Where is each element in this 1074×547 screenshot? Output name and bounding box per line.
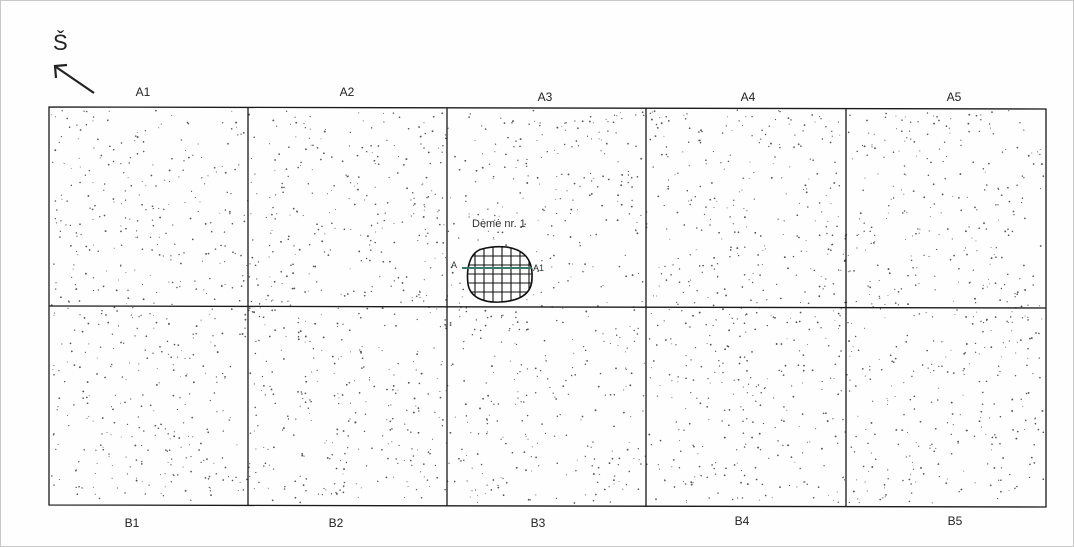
column-label-a5: A5 xyxy=(946,90,962,104)
deme-label: Dėmė nr. 1 xyxy=(472,218,526,230)
column-label-a4: A4 xyxy=(740,90,756,104)
column-label-a3: A3 xyxy=(537,90,553,104)
mid-line xyxy=(48,305,1047,309)
column-label-b4: B4 xyxy=(734,514,750,528)
north-label: Š xyxy=(53,30,68,55)
column-label-a2: A2 xyxy=(339,85,355,99)
column-label-b2: B2 xyxy=(328,516,344,530)
section-start-label: A xyxy=(451,260,458,270)
column-label-b5: B5 xyxy=(947,514,963,528)
grid-lines xyxy=(48,106,1047,508)
north-arrow-icon xyxy=(53,63,95,94)
column-label-a1: A1 xyxy=(135,85,151,99)
column-label-b1: B1 xyxy=(124,516,140,530)
column-label-b3: B3 xyxy=(530,516,546,530)
section-end-label: A1 xyxy=(533,263,545,273)
plot-outline xyxy=(48,106,1047,508)
deme-spot xyxy=(466,245,533,303)
